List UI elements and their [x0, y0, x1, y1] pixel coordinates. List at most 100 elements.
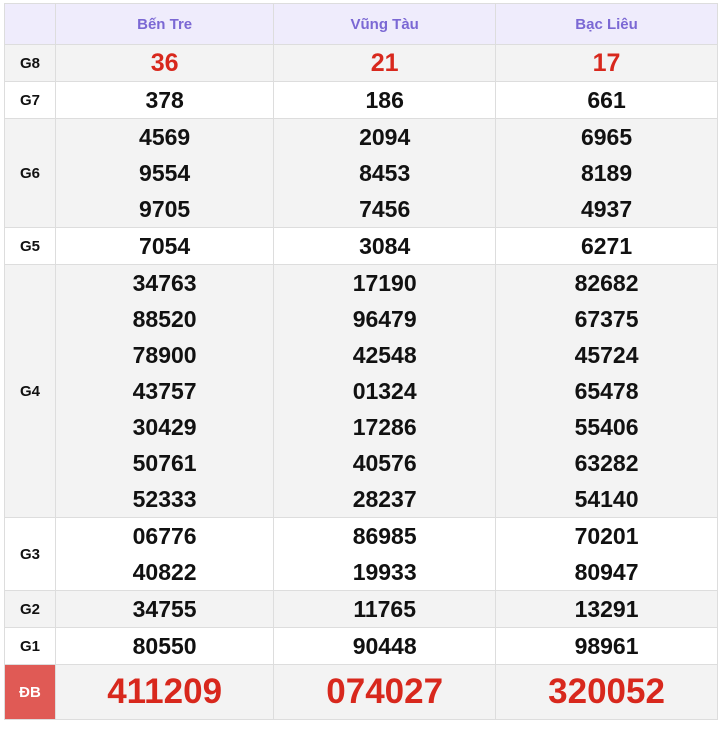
result-number: 78900 — [132, 342, 197, 368]
result-number: 86985 — [352, 523, 417, 549]
header-row: Bến Tre Vũng Tàu Bạc Liêu — [4, 3, 718, 45]
result-number: 30429 — [132, 414, 197, 440]
prize-row-g8: G8 36 21 17 — [4, 44, 718, 82]
result-number: 01324 — [352, 378, 417, 404]
result-cell: 17190 96479 42548 01324 17286 40576 28237 — [273, 264, 497, 518]
result-cell: 6271 — [495, 227, 718, 265]
result-number: 186 — [365, 87, 404, 113]
result-number: 67375 — [574, 306, 639, 332]
result-number: 17286 — [352, 414, 417, 440]
prize-row-g5: G5 7054 3084 6271 — [4, 227, 718, 265]
result-number: 2094 — [359, 124, 411, 150]
result-cell: 06776 40822 — [54, 517, 275, 591]
result-cell: 7054 — [54, 227, 275, 265]
result-number: 320052 — [548, 672, 665, 711]
result-number: 8453 — [359, 160, 411, 186]
result-cell: 074027 — [273, 664, 497, 720]
province-header: Bến Tre — [54, 3, 275, 45]
result-number: 411209 — [107, 672, 223, 711]
result-cell: 21 — [273, 44, 497, 82]
prize-row-g7: G7 378 186 661 — [4, 81, 718, 119]
prize-row-g3: G3 06776 40822 86985 19933 70201 80947 — [4, 517, 718, 591]
result-number: 21 — [370, 49, 399, 77]
result-number: 9554 — [139, 160, 191, 186]
result-number: 54140 — [574, 486, 639, 512]
result-number: 52333 — [132, 486, 197, 512]
result-number: 36 — [150, 49, 179, 77]
prize-row-g2: G2 34755 11765 13291 — [4, 590, 718, 628]
result-number: 9705 — [139, 196, 191, 222]
result-cell: 90448 — [273, 627, 497, 665]
province-header: Bạc Liêu — [495, 3, 718, 45]
result-number: 4937 — [580, 196, 633, 222]
result-number: 42548 — [352, 342, 417, 368]
result-cell: 186 — [273, 81, 497, 119]
result-number: 88520 — [132, 306, 197, 332]
result-cell: 4569 9554 9705 — [54, 118, 275, 228]
result-number: 11765 — [353, 596, 417, 622]
province-header: Vũng Tàu — [273, 3, 497, 45]
result-number: 65478 — [574, 378, 639, 404]
result-number: 28237 — [352, 486, 417, 512]
prize-row-g6: G6 4569 9554 9705 2094 8453 7456 6965 8189 4937 — [4, 118, 718, 228]
result-number: 34763 — [132, 270, 197, 296]
result-number: 45724 — [574, 342, 639, 368]
prize-label: G1 — [4, 627, 56, 665]
result-number: 06776 — [132, 523, 197, 549]
result-cell: 86985 19933 — [273, 517, 497, 591]
result-number: 50761 — [132, 450, 197, 476]
result-number: 19933 — [352, 559, 417, 585]
result-cell: 661 — [495, 81, 718, 119]
result-cell: 2094 8453 7456 — [273, 118, 497, 228]
result-number: 80947 — [574, 559, 639, 585]
result-number: 3084 — [359, 233, 411, 259]
result-number: 70201 — [574, 523, 639, 549]
result-cell: 378 — [54, 81, 275, 119]
prize-label: G3 — [4, 517, 56, 591]
result-cell: 13291 — [495, 590, 718, 628]
prize-label: G8 — [4, 44, 56, 82]
prize-row-g4: G4 34763 88520 78900 43757 30429 50761 52333 171… — [4, 264, 718, 518]
result-number: 6271 — [580, 233, 633, 259]
result-number: 074027 — [326, 672, 444, 711]
result-number: 17190 — [352, 270, 417, 296]
result-number: 63282 — [574, 450, 639, 476]
result-number: 40576 — [352, 450, 417, 476]
result-cell: 11765 — [273, 590, 497, 628]
corner-cell — [4, 3, 56, 45]
result-number: 34755 — [132, 596, 197, 622]
result-cell: 320052 — [495, 664, 718, 720]
result-number: 378 — [145, 87, 184, 113]
result-number: 13291 — [574, 596, 639, 622]
prize-label: ĐB — [4, 664, 56, 720]
result-number: 8189 — [580, 160, 633, 186]
result-number: 43757 — [132, 378, 197, 404]
result-number: 17 — [592, 49, 621, 77]
result-number: 82682 — [574, 270, 639, 296]
prize-row-đb: ĐB 411209 074027 320052 — [4, 664, 718, 720]
result-number: 6965 — [580, 124, 633, 150]
result-number: 90448 — [352, 633, 417, 659]
prize-row-g1: G1 80550 90448 98961 — [4, 627, 718, 665]
result-number: 7054 — [139, 233, 191, 259]
result-number: 4569 — [139, 124, 191, 150]
result-cell: 80550 — [54, 627, 275, 665]
result-number: 96479 — [352, 306, 417, 332]
prize-label: G4 — [4, 264, 56, 518]
result-cell: 34763 88520 78900 43757 30429 50761 52333 — [54, 264, 275, 518]
result-cell: 34755 — [54, 590, 275, 628]
result-cell: 82682 67375 45724 65478 55406 63282 54140 — [495, 264, 718, 518]
result-cell: 17 — [495, 44, 718, 82]
lottery-results-table: Bến Tre Vũng Tàu Bạc Liêu G8 36 21 17 G7 378 1… — [4, 3, 718, 720]
result-cell: 70201 80947 — [495, 517, 718, 591]
result-cell: 411209 — [54, 664, 275, 720]
prize-label: G7 — [4, 81, 56, 119]
result-number: 40822 — [132, 559, 197, 585]
result-number: 661 — [587, 87, 626, 113]
prize-label: G5 — [4, 227, 56, 265]
result-cell: 98961 — [495, 627, 718, 665]
result-cell: 3084 — [273, 227, 497, 265]
result-number: 80550 — [132, 633, 197, 659]
prize-label: G6 — [4, 118, 56, 228]
result-number: 7456 — [359, 196, 411, 222]
